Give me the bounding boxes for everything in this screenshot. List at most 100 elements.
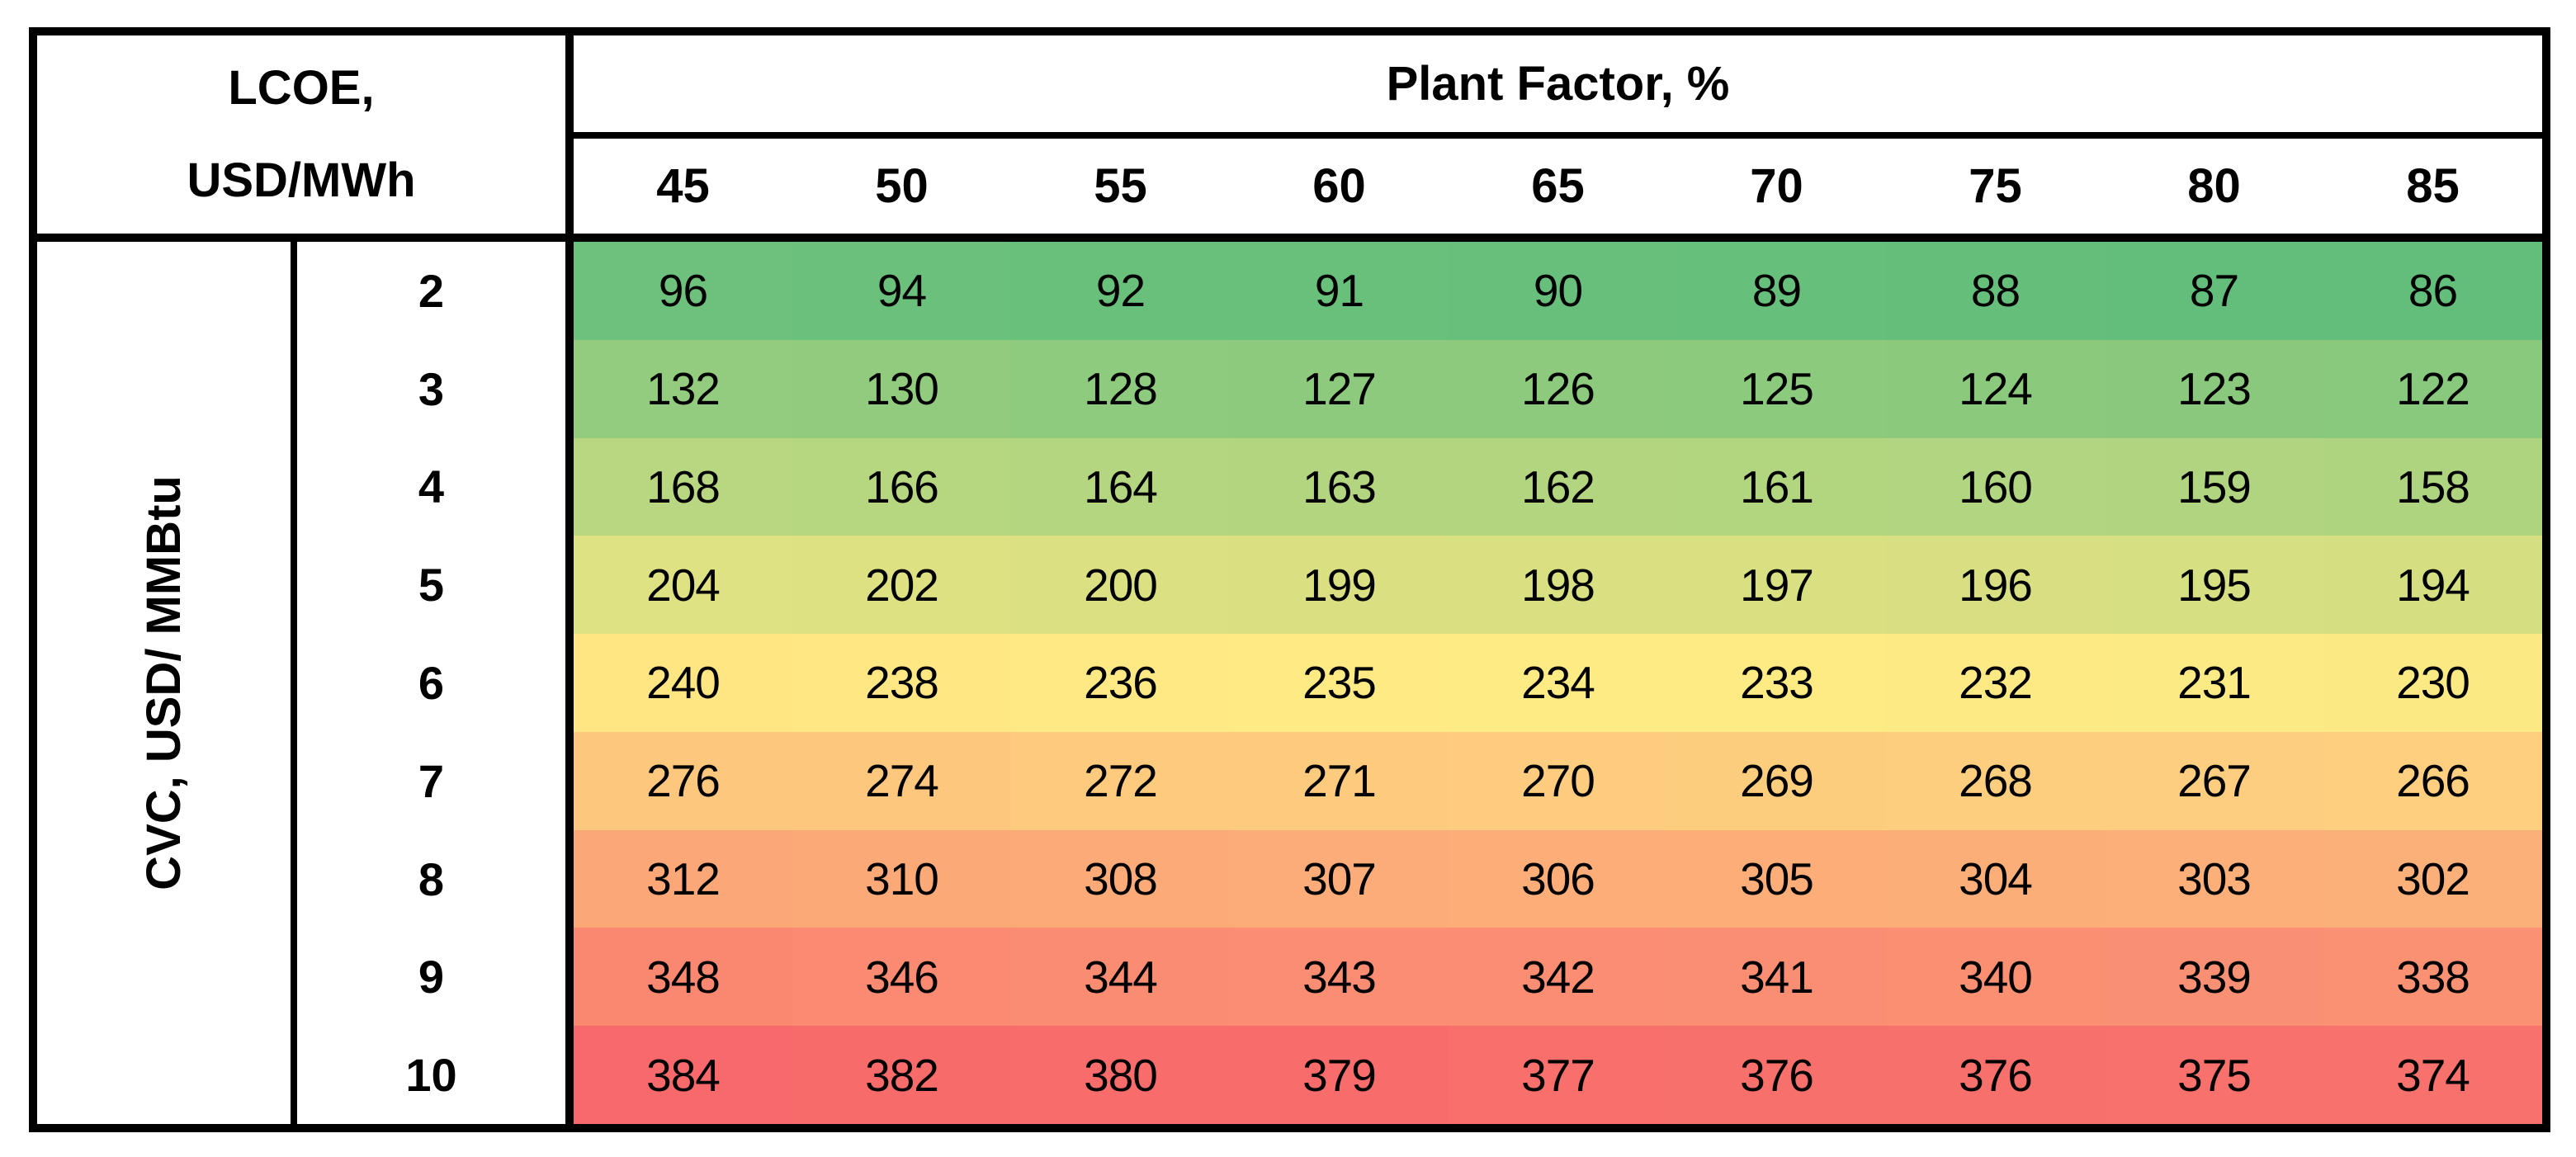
lcoe-value-cell: 270 [1449, 731, 1667, 830]
plant-factor-col-header-75: 75 [1886, 139, 2105, 242]
lcoe-value-cell: 342 [1449, 928, 1667, 1027]
lcoe-value-cell: 374 [2323, 1026, 2542, 1124]
lcoe-value-cell: 341 [1667, 928, 1886, 1027]
lcoe-value-cell: 271 [1230, 731, 1449, 830]
lcoe-value-cell: 86 [2323, 242, 2542, 340]
lcoe-value-cell: 199 [1230, 536, 1449, 635]
lcoe-value-cell: 379 [1230, 1026, 1449, 1124]
lcoe-value-cell: 266 [2323, 731, 2542, 830]
lcoe-value-cell: 168 [574, 437, 792, 536]
lcoe-value-cell: 163 [1230, 437, 1449, 536]
lcoe-value-cell: 312 [574, 829, 792, 928]
cvc-row-label-8: 8 [297, 829, 574, 928]
lcoe-value-cell: 198 [1449, 536, 1667, 635]
cvc-row-label-2: 2 [297, 242, 574, 340]
lcoe-value-cell: 306 [1449, 829, 1667, 928]
corner-header-lcoe: LCOE, USD/MWh [37, 35, 574, 242]
lcoe-value-cell: 344 [1011, 928, 1230, 1027]
lcoe-value-cell: 302 [2323, 829, 2542, 928]
lcoe-value-cell: 90 [1449, 242, 1667, 340]
lcoe-value-cell: 126 [1449, 339, 1667, 438]
lcoe-value-cell: 276 [574, 731, 792, 830]
lcoe-value-cell: 238 [792, 634, 1011, 732]
lcoe-heatmap-table: LCOE, USD/MWh Plant Factor, % CVC, USD/ … [29, 27, 2550, 1132]
lcoe-value-cell: 124 [1886, 339, 2105, 438]
plant-factor-col-header-50: 50 [792, 139, 1011, 242]
corner-header-line2: USD/MWh [187, 153, 416, 207]
lcoe-value-cell: 122 [2323, 339, 2542, 438]
lcoe-value-cell: 375 [2105, 1026, 2323, 1124]
lcoe-value-cell: 304 [1886, 829, 2105, 928]
cvc-row-label-5: 5 [297, 536, 574, 635]
cvc-row-label-10: 10 [297, 1026, 574, 1124]
lcoe-value-cell: 339 [2105, 928, 2323, 1027]
lcoe-value-cell: 125 [1667, 339, 1886, 438]
lcoe-value-cell: 269 [1667, 731, 1886, 830]
plant-factor-col-header-45: 45 [574, 139, 792, 242]
lcoe-value-cell: 233 [1667, 634, 1886, 732]
cvc-row-label-3: 3 [297, 339, 574, 438]
lcoe-value-cell: 196 [1886, 536, 2105, 635]
lcoe-value-cell: 195 [2105, 536, 2323, 635]
lcoe-value-cell: 376 [1667, 1026, 1886, 1124]
lcoe-value-cell: 202 [792, 536, 1011, 635]
lcoe-value-cell: 274 [792, 731, 1011, 830]
lcoe-value-cell: 240 [574, 634, 792, 732]
lcoe-value-cell: 94 [792, 242, 1011, 340]
lcoe-value-cell: 343 [1230, 928, 1449, 1027]
lcoe-value-cell: 162 [1449, 437, 1667, 536]
lcoe-value-cell: 230 [2323, 634, 2542, 732]
plant-factor-group-header: Plant Factor, % [574, 35, 2542, 139]
lcoe-value-cell: 382 [792, 1026, 1011, 1124]
cvc-row-label-9: 9 [297, 928, 574, 1027]
lcoe-value-cell: 376 [1886, 1026, 2105, 1124]
lcoe-value-cell: 88 [1886, 242, 2105, 340]
plant-factor-col-header-55: 55 [1011, 139, 1230, 242]
lcoe-value-cell: 232 [1886, 634, 2105, 732]
cvc-row-label-6: 6 [297, 634, 574, 732]
lcoe-value-cell: 338 [2323, 928, 2542, 1027]
lcoe-value-cell: 267 [2105, 731, 2323, 830]
lcoe-value-cell: 377 [1449, 1026, 1667, 1124]
lcoe-value-cell: 92 [1011, 242, 1230, 340]
lcoe-value-cell: 160 [1886, 437, 2105, 536]
lcoe-value-cell: 132 [574, 339, 792, 438]
lcoe-value-cell: 384 [574, 1026, 792, 1124]
lcoe-value-cell: 234 [1449, 634, 1667, 732]
lcoe-value-cell: 340 [1886, 928, 2105, 1027]
lcoe-value-cell: 204 [574, 536, 792, 635]
lcoe-value-cell: 197 [1667, 536, 1886, 635]
cvc-axis-label-cell: CVC, USD/ MMBtu [37, 242, 297, 1124]
lcoe-value-cell: 308 [1011, 829, 1230, 928]
lcoe-value-cell: 166 [792, 437, 1011, 536]
plant-factor-col-header-65: 65 [1449, 139, 1667, 242]
lcoe-value-cell: 91 [1230, 242, 1449, 340]
corner-header-line1: LCOE, [228, 61, 375, 115]
lcoe-value-cell: 161 [1667, 437, 1886, 536]
lcoe-value-cell: 159 [2105, 437, 2323, 536]
lcoe-value-cell: 236 [1011, 634, 1230, 732]
lcoe-value-cell: 96 [574, 242, 792, 340]
lcoe-value-cell: 200 [1011, 536, 1230, 635]
lcoe-value-cell: 123 [2105, 339, 2323, 438]
cvc-axis-label: CVC, USD/ MMBtu [137, 475, 191, 890]
lcoe-value-cell: 310 [792, 829, 1011, 928]
lcoe-value-cell: 348 [574, 928, 792, 1027]
lcoe-value-cell: 87 [2105, 242, 2323, 340]
lcoe-value-cell: 89 [1667, 242, 1886, 340]
lcoe-value-cell: 164 [1011, 437, 1230, 536]
plant-factor-col-header-80: 80 [2105, 139, 2323, 242]
lcoe-value-cell: 272 [1011, 731, 1230, 830]
lcoe-value-cell: 128 [1011, 339, 1230, 438]
plant-factor-col-header-85: 85 [2323, 139, 2542, 242]
lcoe-value-cell: 130 [792, 339, 1011, 438]
cvc-row-label-4: 4 [297, 437, 574, 536]
plant-factor-col-header-70: 70 [1667, 139, 1886, 242]
lcoe-value-cell: 127 [1230, 339, 1449, 438]
plant-factor-col-header-60: 60 [1230, 139, 1449, 242]
cvc-row-label-7: 7 [297, 731, 574, 830]
lcoe-value-cell: 231 [2105, 634, 2323, 732]
lcoe-value-cell: 194 [2323, 536, 2542, 635]
lcoe-value-cell: 303 [2105, 829, 2323, 928]
lcoe-value-cell: 235 [1230, 634, 1449, 732]
